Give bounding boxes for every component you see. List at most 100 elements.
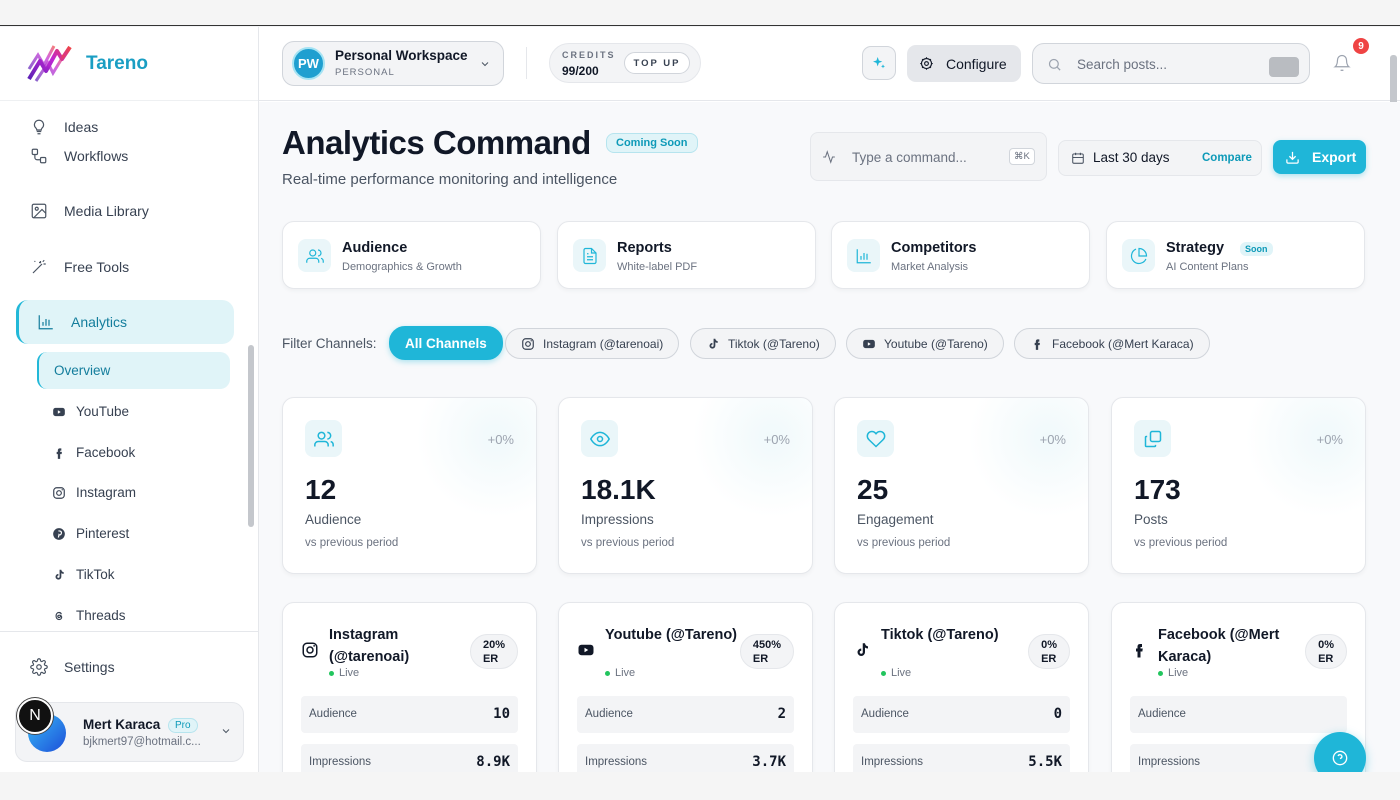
channel-filter-tiktok[interactable]: Tiktok (@Tareno) bbox=[690, 328, 836, 359]
credits-widget: CREDITS 99/200 TOP UP bbox=[549, 43, 701, 83]
sidebar-item-analytics[interactable]: Analytics bbox=[16, 300, 234, 344]
status-text: Live bbox=[891, 667, 912, 679]
sidebar-subitem-label: YouTube bbox=[76, 404, 130, 419]
metric-row-audience: Audience 10 bbox=[301, 696, 518, 733]
sidebar-subitem-facebook[interactable]: Facebook bbox=[37, 434, 230, 471]
channel-filter-youtube[interactable]: Youtube (@Tareno) bbox=[846, 328, 1004, 359]
er-label: ER bbox=[1318, 653, 1334, 665]
tool-card-reports[interactable]: Reports White-label PDF bbox=[557, 221, 816, 289]
date-range-label: Last 30 days bbox=[1093, 150, 1170, 165]
top-up-button[interactable]: TOP UP bbox=[624, 52, 690, 74]
sidebar-subitem-pinterest[interactable]: Pinterest bbox=[37, 515, 230, 552]
sidebar-subitem-youtube[interactable]: YouTube bbox=[37, 393, 230, 430]
er-label: ER bbox=[482, 653, 499, 665]
sidebar-subitem-label: TikTok bbox=[76, 567, 115, 582]
tool-card-audience[interactable]: Audience Demographics & Growth bbox=[282, 221, 541, 289]
stat-value: 18.1K bbox=[581, 474, 656, 505]
ai-assistant-button[interactable] bbox=[862, 46, 896, 80]
configure-label: Configure bbox=[946, 55, 1007, 72]
stat-note: vs previous period bbox=[857, 537, 951, 549]
channel-filter-instagram[interactable]: Instagram (@tarenoai) bbox=[505, 328, 680, 359]
stat-label: Posts bbox=[1134, 512, 1168, 527]
search-input[interactable] bbox=[1077, 54, 1257, 74]
chip-label: All Channels bbox=[405, 335, 487, 351]
sidebar-subitem-label: Pinterest bbox=[76, 526, 130, 541]
facebook-icon bbox=[56, 447, 62, 459]
coming-soon-badge: Coming Soon bbox=[606, 133, 698, 153]
channel-card-youtube[interactable]: Youtube (@Tareno) Live 450% ER Audience 2… bbox=[558, 602, 813, 772]
download-icon bbox=[1286, 151, 1299, 164]
sidebar-subitem-label: Threads bbox=[76, 608, 126, 623]
activity-icon bbox=[823, 150, 835, 164]
command-shortcut-hint: ⌘K bbox=[1009, 148, 1035, 165]
channel-name: Tiktok (@Tareno) bbox=[881, 627, 999, 643]
metric-value: 5.5K bbox=[1028, 754, 1062, 770]
tiktok-icon bbox=[709, 338, 718, 349]
chip-label: Instagram (@tarenoai) bbox=[543, 336, 664, 351]
export-label: Export bbox=[1312, 149, 1357, 165]
youtube-icon bbox=[863, 339, 875, 348]
engagement-rate-badge: 0% ER bbox=[1028, 634, 1070, 669]
export-button[interactable]: Export bbox=[1273, 140, 1366, 174]
sidebar-item-free-tools[interactable]: Free Tools bbox=[16, 245, 234, 289]
sidebar-item-label: Workflows bbox=[64, 148, 129, 164]
sidebar-subitem-tiktok[interactable]: TikTok bbox=[37, 556, 230, 593]
tool-icon bbox=[847, 239, 880, 272]
metric-value: 2 bbox=[777, 706, 786, 722]
sidebar-item-workflows[interactable]: Workflows bbox=[16, 134, 234, 178]
channel-filter-all[interactable]: All Channels bbox=[389, 326, 503, 360]
tool-card-competitors[interactable]: Competitors Market Analysis bbox=[831, 221, 1090, 289]
bell-icon[interactable] bbox=[1333, 54, 1351, 72]
bar-chart-icon bbox=[856, 248, 871, 263]
channel-card-tiktok[interactable]: Tiktok (@Tareno) Live 0% ER Audience 0 Im… bbox=[834, 602, 1089, 772]
pinterest-icon bbox=[53, 527, 65, 540]
youtube-icon bbox=[578, 644, 594, 656]
channel-filter-facebook[interactable]: Facebook (@Mert Karaca) bbox=[1014, 328, 1210, 359]
configure-button[interactable]: Configure bbox=[907, 45, 1021, 82]
metric-row-impressions: Impressions 3.7K bbox=[577, 744, 794, 772]
tool-subtitle: AI Content Plans bbox=[1166, 261, 1249, 273]
sidebar-subitem-label: Instagram bbox=[76, 485, 137, 500]
threads-icon bbox=[55, 611, 63, 620]
channel-card-instagram[interactable]: Instagram (@tarenoai) Live 20% ER Audienc… bbox=[282, 602, 537, 772]
credits-value: 99/200 bbox=[562, 64, 599, 78]
status-text: Live bbox=[1168, 667, 1189, 679]
workspace-avatar: PW bbox=[292, 47, 325, 80]
calendar-icon bbox=[1072, 152, 1084, 164]
instagram-icon bbox=[53, 486, 65, 499]
sidebar-subitem-overview[interactable]: Overview bbox=[37, 352, 230, 389]
metric-value: 8.9K bbox=[476, 754, 510, 770]
tool-card-strategy[interactable]: Strategy Soon AI Content Plans bbox=[1106, 221, 1365, 289]
workspace-switcher[interactable]: PW Personal Workspace PERSONAL bbox=[282, 41, 504, 86]
brand-logo[interactable]: Tareno bbox=[0, 27, 258, 101]
sidebar-subitem-threads[interactable]: Threads bbox=[37, 597, 230, 634]
sidebar-subitem-label: Facebook bbox=[76, 445, 136, 460]
sidebar-scrollbar[interactable] bbox=[248, 345, 254, 527]
sidebar-item-settings[interactable]: Settings bbox=[30, 658, 115, 676]
stat-card-posts: +0% 173 Posts vs previous period bbox=[1111, 397, 1366, 574]
stat-delta: +0% bbox=[487, 432, 514, 447]
tareno-logo-icon bbox=[27, 45, 72, 82]
command-input[interactable] bbox=[852, 147, 1002, 167]
tiktok-icon bbox=[55, 569, 64, 580]
credits-label: CREDITS bbox=[562, 50, 616, 60]
app-window: Tareno Ideas Workflows Media Library Fre… bbox=[0, 27, 1400, 772]
search-box bbox=[1032, 43, 1310, 84]
chip-label: Facebook (@Mert Karaca) bbox=[1052, 336, 1194, 351]
stat-label: Impressions bbox=[581, 512, 654, 527]
sidebar-item-media-library[interactable]: Media Library bbox=[16, 189, 234, 233]
help-button[interactable] bbox=[1314, 732, 1366, 772]
chevron-down-icon[interactable] bbox=[220, 725, 232, 737]
search-shortcut-hint bbox=[1269, 57, 1299, 77]
er-value: 450% bbox=[752, 639, 781, 651]
magic-wand-icon bbox=[32, 259, 46, 274]
date-range-picker[interactable]: Last 30 days Compare bbox=[1058, 140, 1262, 176]
sidebar-subitem-instagram[interactable]: Instagram bbox=[37, 474, 230, 511]
metric-value: 0 bbox=[1053, 706, 1062, 722]
compare-toggle[interactable]: Compare bbox=[1202, 152, 1252, 164]
users-icon bbox=[313, 431, 334, 446]
er-label: ER bbox=[1041, 653, 1057, 665]
sidebar-item-ideas[interactable]: Ideas bbox=[16, 105, 234, 149]
facebook-icon bbox=[1136, 644, 1143, 658]
floating-n-badge[interactable]: N bbox=[17, 698, 53, 734]
